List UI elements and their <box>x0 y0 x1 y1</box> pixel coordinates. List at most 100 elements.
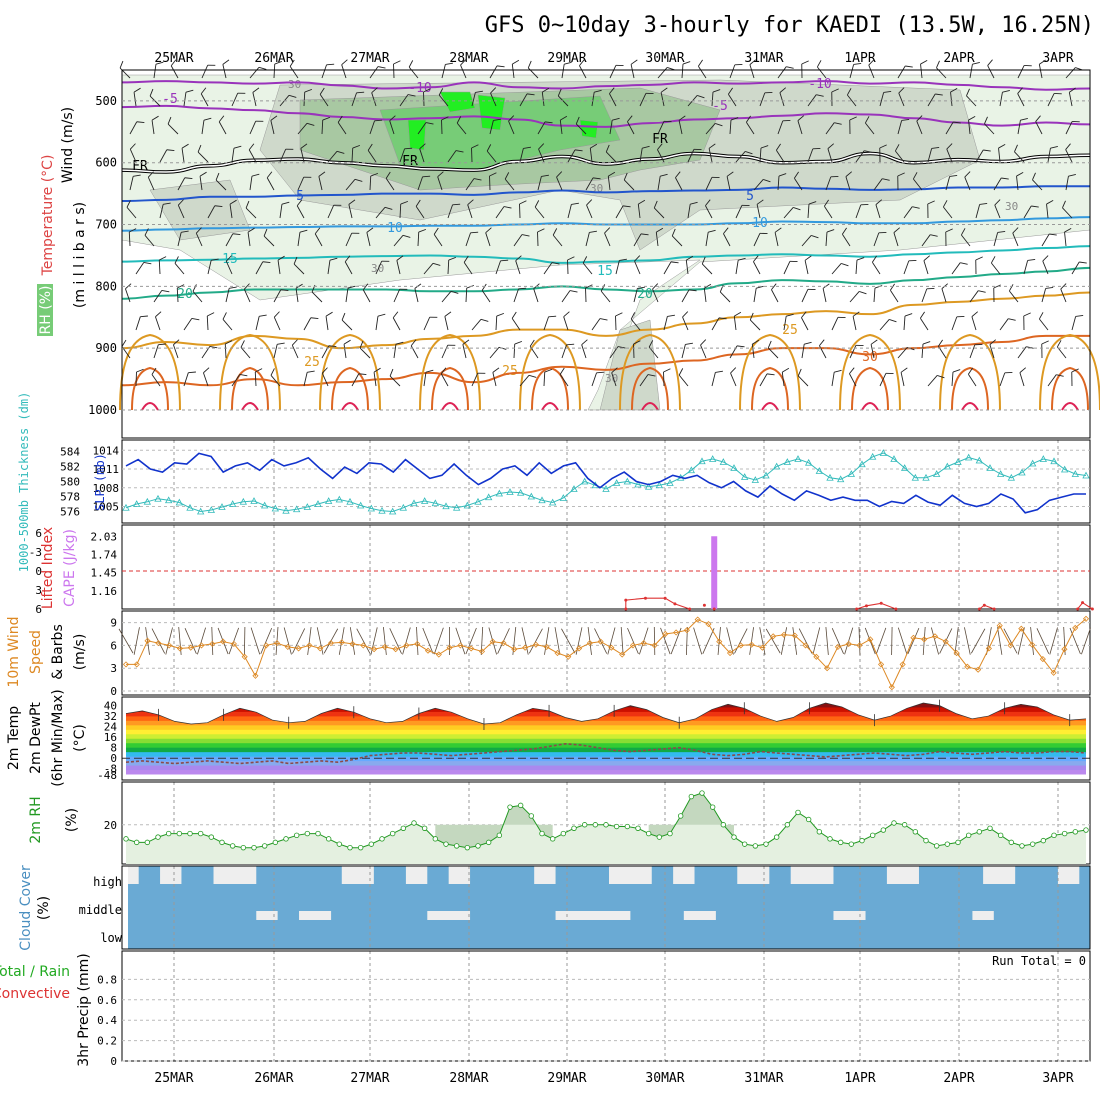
wind-barb-staff <box>248 149 257 163</box>
rh-point <box>528 813 535 819</box>
wind-barb-staff <box>783 261 791 275</box>
date-label: 27MAR <box>350 51 389 66</box>
surface-temp-contour <box>751 366 789 411</box>
wind-barb-flag <box>656 227 664 233</box>
rh-point <box>741 841 748 847</box>
wind-barb-staff <box>951 316 958 331</box>
wind-barb-staff <box>873 178 883 191</box>
wind-barb <box>151 115 159 135</box>
wind-barb-flag <box>834 122 842 125</box>
wind-barb-staff <box>759 92 766 107</box>
wind-barb-flag <box>700 339 707 346</box>
wind-barb <box>831 316 846 331</box>
wind-barb-staff <box>183 92 187 107</box>
temperature-contour-label: 15 <box>597 264 613 279</box>
wind-barb-flag <box>548 315 557 318</box>
wind-barb-staff <box>827 148 833 163</box>
rh-point <box>880 827 887 833</box>
wind-10m-barb-staff <box>217 627 229 655</box>
wind-barb-flag <box>396 255 404 261</box>
wind-10m-barb <box>970 628 986 654</box>
wind-barb <box>218 115 227 135</box>
temperature-contour-label: FR <box>132 159 148 174</box>
wind-barb <box>777 119 791 135</box>
wind-barb-flag <box>181 143 189 149</box>
wind-barb-staff <box>519 148 524 163</box>
wind-barb-flag <box>701 256 706 265</box>
tick-label: 6 <box>110 639 117 652</box>
wind-barb <box>321 367 329 387</box>
wind-speed-point <box>284 643 291 650</box>
wind-barb-staff <box>831 372 835 387</box>
wind-barb-flag <box>950 87 958 93</box>
wind-barb-flag <box>987 59 993 66</box>
wind-barb-flag <box>746 115 751 123</box>
tick-label: 32 <box>104 710 117 723</box>
wind-barb-staff <box>174 262 185 275</box>
wind-barb-flag <box>712 89 721 93</box>
tick-label: 1.45 <box>91 567 118 580</box>
wind-barb-staff <box>295 288 299 303</box>
wind-barb-flag <box>367 143 373 151</box>
wind-10m-barb-staff <box>356 628 371 654</box>
wind-10m-barb-staff <box>433 627 444 655</box>
wind-barb-staff <box>1057 346 1067 359</box>
surface-temp-contour <box>1061 402 1079 411</box>
wind-barb-staff <box>149 95 161 107</box>
wind-barb-staff <box>367 150 377 163</box>
wind-barb-flag <box>300 143 308 149</box>
wind-barb-flag <box>133 87 141 93</box>
wind-10m-barb <box>316 627 324 655</box>
wind-barb-staff <box>303 317 312 331</box>
thickness-point <box>538 496 546 504</box>
wind-barb <box>1016 171 1024 191</box>
wind-barb-staff <box>129 149 137 163</box>
wind-barb-flag <box>1023 312 1031 317</box>
wind-barb-staff <box>1046 204 1049 219</box>
rh-point <box>816 829 823 835</box>
wind-barb <box>1064 227 1072 247</box>
wind-speed-point <box>845 640 852 647</box>
wind-barb-flag <box>158 343 166 346</box>
wind-barb-staff <box>192 290 203 303</box>
wind-barb-staff <box>951 372 954 387</box>
wind-barb-flag <box>557 88 562 97</box>
wind-10m-barb <box>986 627 992 655</box>
wind-barb-staff <box>345 288 349 303</box>
wind-barb-staff <box>964 176 971 191</box>
wind-barb-staff <box>537 121 546 135</box>
wind-barb-staff <box>687 149 695 163</box>
upper-wind-label: Wind (m/s) <box>60 107 76 183</box>
wind-barb <box>807 147 821 163</box>
wind-barb <box>753 255 761 275</box>
wind-barb-staff <box>777 176 780 191</box>
wind-speed-point <box>532 641 539 648</box>
wind-barb-staff <box>630 318 641 331</box>
wind-barb <box>1065 174 1076 191</box>
wind-barb <box>375 260 390 275</box>
wind-barb <box>1023 258 1036 275</box>
wind-barb-flag <box>875 199 883 205</box>
wind-barb <box>563 311 570 331</box>
wind-barb-flag <box>136 368 144 373</box>
date-label: 27MAR <box>350 1071 389 1086</box>
wind-barb <box>129 121 145 135</box>
wind-10m-barb <box>1081 627 1091 655</box>
upper-frame <box>121 69 1091 439</box>
wind-barb <box>486 144 497 163</box>
wind-barb-staff <box>675 177 683 191</box>
wind-barb <box>423 88 431 107</box>
wind-barb-flag <box>423 88 431 93</box>
wind-barb <box>615 258 627 275</box>
tick-label: 1008 <box>93 482 120 495</box>
wind-barb-staff <box>927 375 938 387</box>
rh-contour-label: 30 <box>371 262 384 275</box>
wind-barb <box>126 200 137 219</box>
wind-barb-staff <box>128 231 131 247</box>
wind-barb <box>682 311 689 331</box>
wind-barb-staff <box>158 259 161 275</box>
thickness-point <box>154 494 162 502</box>
wind-speed-point <box>338 639 345 646</box>
wind-barb-staff <box>155 316 161 331</box>
wind-barb-staff <box>700 344 707 359</box>
